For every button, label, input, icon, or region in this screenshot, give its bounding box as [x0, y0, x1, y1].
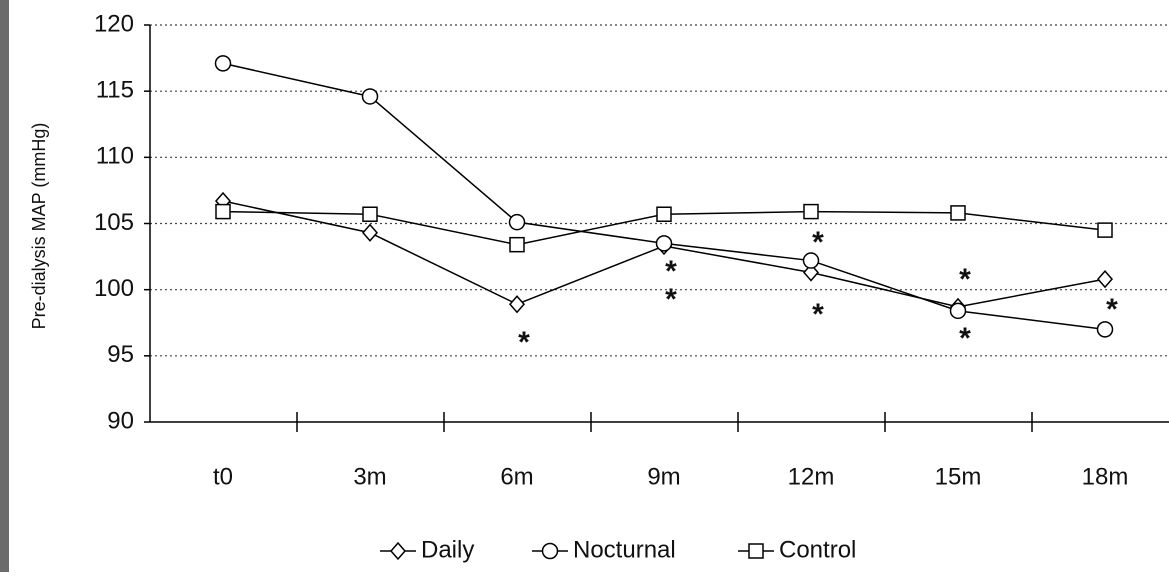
point [1097, 222, 1113, 238]
significance-marker: * [812, 226, 824, 259]
x-tick-label: 3m [353, 463, 386, 490]
x-tick-label: 12m [788, 463, 835, 490]
point [214, 55, 232, 72]
x-tick-label: 15m [935, 463, 982, 490]
point [541, 542, 559, 560]
point [656, 206, 672, 222]
point [1096, 321, 1114, 338]
y-tick-label: 95 [107, 341, 134, 368]
point [361, 88, 379, 105]
point [509, 295, 525, 314]
point [655, 235, 673, 252]
x-tick-label: 9m [647, 463, 680, 490]
y-tick-label: 115 [96, 77, 134, 104]
significance-marker: * [518, 326, 530, 359]
legend-label: Control [779, 536, 856, 563]
y-tick-label: 100 [94, 275, 134, 302]
x-tick-label: 18m [1082, 463, 1129, 490]
x-tick-label: 6m [500, 463, 533, 490]
point [1097, 269, 1113, 289]
point [802, 252, 820, 269]
point [803, 203, 819, 220]
y-axis-label: Pre-dialysis MAP (mmHg) [29, 123, 49, 330]
legend-label: Daily [421, 536, 474, 563]
y-tick-label: 105 [94, 209, 134, 236]
y-tick-label: 110 [96, 143, 134, 170]
x-tick-label: t0 [213, 463, 233, 490]
significance-marker: * [959, 263, 971, 296]
point [362, 206, 378, 222]
point [748, 543, 764, 559]
y-tick-label: 90 [107, 407, 134, 434]
significance-marker: * [812, 298, 824, 331]
significance-marker: * [665, 255, 677, 288]
significance-marker: * [1106, 293, 1118, 326]
point [362, 223, 378, 242]
left-border [0, 0, 9, 572]
point [390, 541, 406, 561]
point [950, 205, 966, 221]
point [509, 236, 525, 253]
significance-marker: * [665, 283, 677, 316]
point [215, 203, 231, 220]
y-tick-label: 120 [94, 10, 134, 37]
point [508, 213, 526, 231]
legend-label: Nocturnal [573, 536, 676, 563]
point [949, 302, 967, 320]
significance-marker: * [959, 322, 971, 355]
point [803, 263, 819, 282]
